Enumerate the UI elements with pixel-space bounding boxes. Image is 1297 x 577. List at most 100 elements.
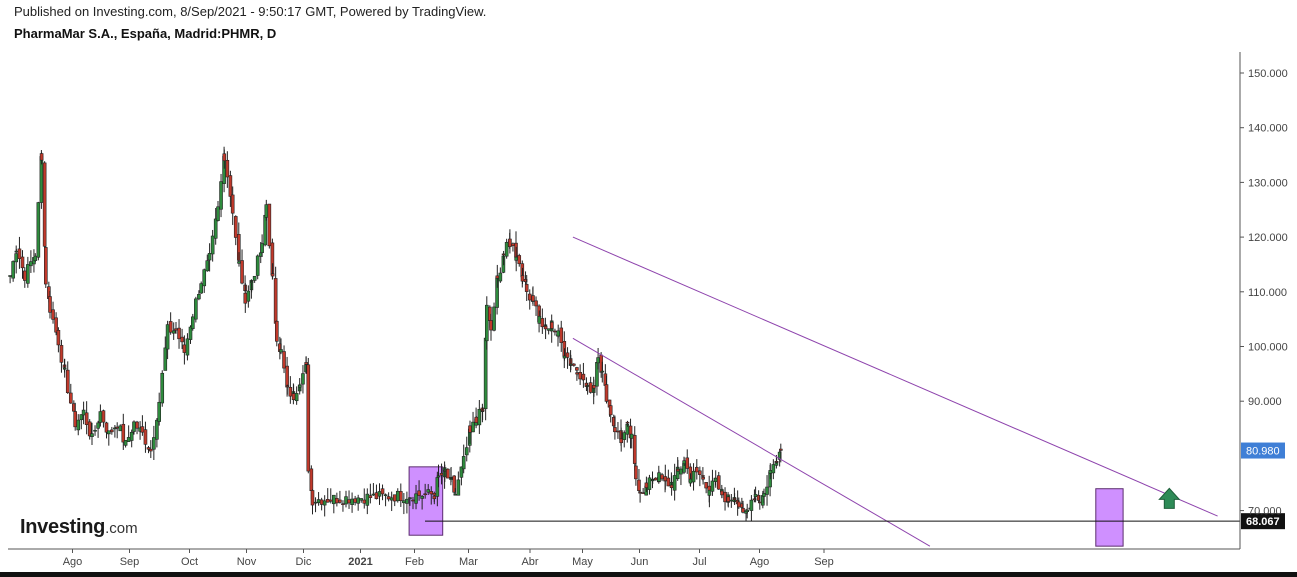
candle-body <box>732 498 737 500</box>
candle-body <box>657 472 661 482</box>
candle-body <box>328 499 333 502</box>
candle-body <box>73 411 77 428</box>
candle-body <box>666 477 671 487</box>
candle-body <box>492 306 496 331</box>
candle-body <box>762 493 766 497</box>
candle-body <box>298 384 302 388</box>
candle-body <box>386 496 391 500</box>
candle-body <box>408 497 412 499</box>
candle-body <box>517 255 522 265</box>
candle-body <box>93 429 97 432</box>
candle-body <box>246 290 251 302</box>
candle-body <box>553 330 557 333</box>
time-tick-label: 2021 <box>348 556 372 568</box>
candle-body <box>62 367 67 370</box>
candle-body <box>613 427 617 433</box>
candle-body <box>753 494 758 497</box>
candle-body <box>359 498 364 501</box>
candle-body <box>616 430 620 433</box>
price-tick-label: 130.000 <box>1248 177 1288 189</box>
candle-body <box>474 416 479 424</box>
candle-body <box>716 475 721 490</box>
candle-body <box>720 490 724 496</box>
candle-body <box>42 162 47 247</box>
candle-body <box>48 296 52 313</box>
candle-body <box>629 433 634 439</box>
candle-body <box>432 492 437 496</box>
candle-body <box>213 218 218 239</box>
highlight-boxes <box>408 466 1124 547</box>
candle-body <box>464 447 469 456</box>
candle-body <box>157 401 161 422</box>
candle-body <box>249 281 254 283</box>
candle-body <box>417 490 421 496</box>
candle-body <box>723 491 727 503</box>
candle-body <box>243 292 248 304</box>
price-tick-label: 100.000 <box>1248 342 1288 354</box>
candle-body <box>429 491 434 495</box>
candle-body <box>316 499 321 503</box>
candle-body <box>104 422 109 433</box>
support-price-badge <box>1241 513 1285 530</box>
candle-body <box>123 440 128 446</box>
candle-body <box>267 203 272 247</box>
candle-body <box>774 461 779 463</box>
logo-suffix: .com <box>105 520 138 537</box>
candle-body <box>140 426 145 433</box>
up-arrow-icon <box>1158 487 1181 509</box>
time-tick-label: Sep <box>120 556 140 568</box>
candle-body <box>264 204 269 218</box>
candle-body <box>29 261 33 267</box>
candle-body <box>319 499 324 505</box>
candle-body <box>344 496 348 505</box>
candle-body <box>534 300 538 307</box>
candle-body <box>222 153 227 162</box>
candle-body <box>575 367 579 371</box>
candle-body <box>596 357 600 364</box>
candle-body <box>22 270 27 281</box>
candle-body <box>126 437 131 442</box>
candle-body <box>353 498 357 503</box>
candle-body <box>98 411 103 423</box>
candle-body <box>392 494 397 502</box>
candle-body <box>155 419 159 440</box>
candle-body <box>771 464 776 474</box>
candle-body <box>588 382 593 393</box>
candle-body <box>688 478 693 484</box>
candle-body <box>765 486 769 495</box>
candle-body <box>459 466 464 478</box>
candle-body <box>575 372 579 375</box>
candle-body <box>377 491 382 497</box>
candle-body <box>230 194 235 214</box>
time-tick-label: Jun <box>631 556 649 568</box>
candle-body <box>163 347 168 371</box>
candle-body <box>132 421 136 432</box>
time-tick-label: Jul <box>692 556 706 568</box>
candle-body <box>252 275 257 281</box>
candle-body <box>146 447 151 450</box>
candle-body <box>694 467 699 473</box>
candle-body <box>745 509 750 512</box>
bottom-border <box>0 572 1297 577</box>
highlight-box <box>1095 488 1124 547</box>
candle-body <box>498 272 503 282</box>
candle-body <box>672 475 677 491</box>
candle-body <box>556 330 561 337</box>
candle-body <box>461 456 466 470</box>
candle-body <box>322 500 327 506</box>
candle-body <box>653 477 658 481</box>
candle-body <box>338 499 342 503</box>
candle-body <box>411 499 415 502</box>
candle-body <box>79 414 84 421</box>
candle-body <box>240 260 244 284</box>
candle-body <box>160 372 165 404</box>
candle-body <box>600 370 605 373</box>
time-tick-label: Ago <box>63 556 83 568</box>
candle-body <box>291 393 296 401</box>
price-tick-label: 150.000 <box>1248 68 1288 80</box>
investing-logo: Investing.com <box>20 516 138 539</box>
candle-body <box>685 457 690 469</box>
candle-body <box>543 326 548 330</box>
candle-body <box>216 206 220 221</box>
